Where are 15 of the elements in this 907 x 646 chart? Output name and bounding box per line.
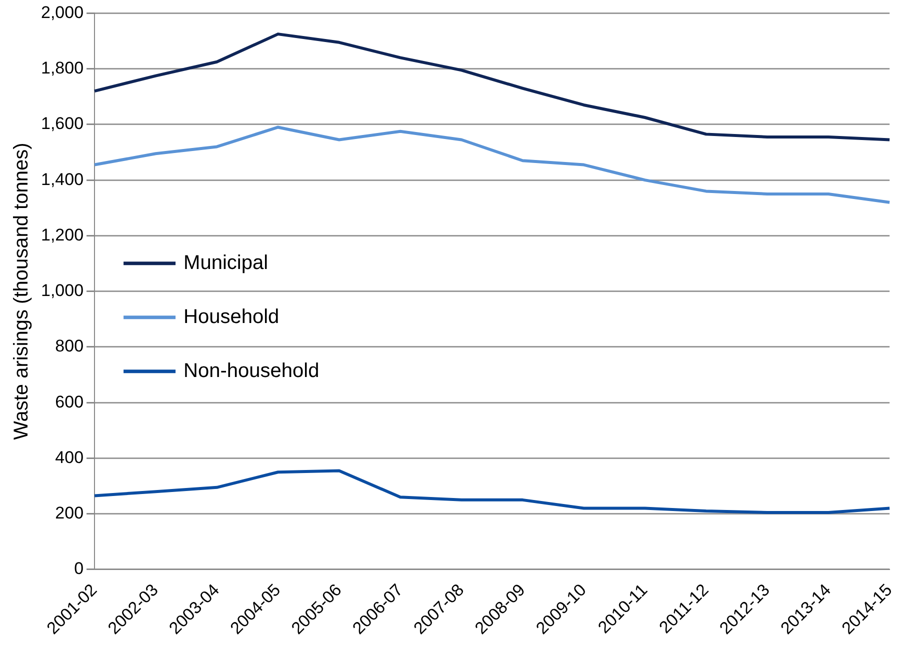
y-tick-label: 1,400 xyxy=(40,170,84,189)
legend-label: Non-household xyxy=(184,360,320,382)
y-tick-label: 1,600 xyxy=(40,114,84,134)
y-tick-label: 0 xyxy=(74,559,84,578)
legend-label: Household xyxy=(184,306,280,328)
y-tick-label: 200 xyxy=(55,504,84,523)
y-tick-label: 2,000 xyxy=(40,2,84,22)
y-tick-label: 800 xyxy=(55,336,84,356)
y-axis-title: Waste arisings (thousand tonnes) xyxy=(10,142,33,440)
y-tick-label: 1,200 xyxy=(40,225,84,244)
y-tick-label: 400 xyxy=(55,448,84,467)
y-tick-label: 1,000 xyxy=(40,281,84,300)
y-tick-label: 600 xyxy=(55,392,84,412)
y-tick-label: 1,800 xyxy=(40,58,84,78)
legend-label: Municipal xyxy=(184,252,268,274)
